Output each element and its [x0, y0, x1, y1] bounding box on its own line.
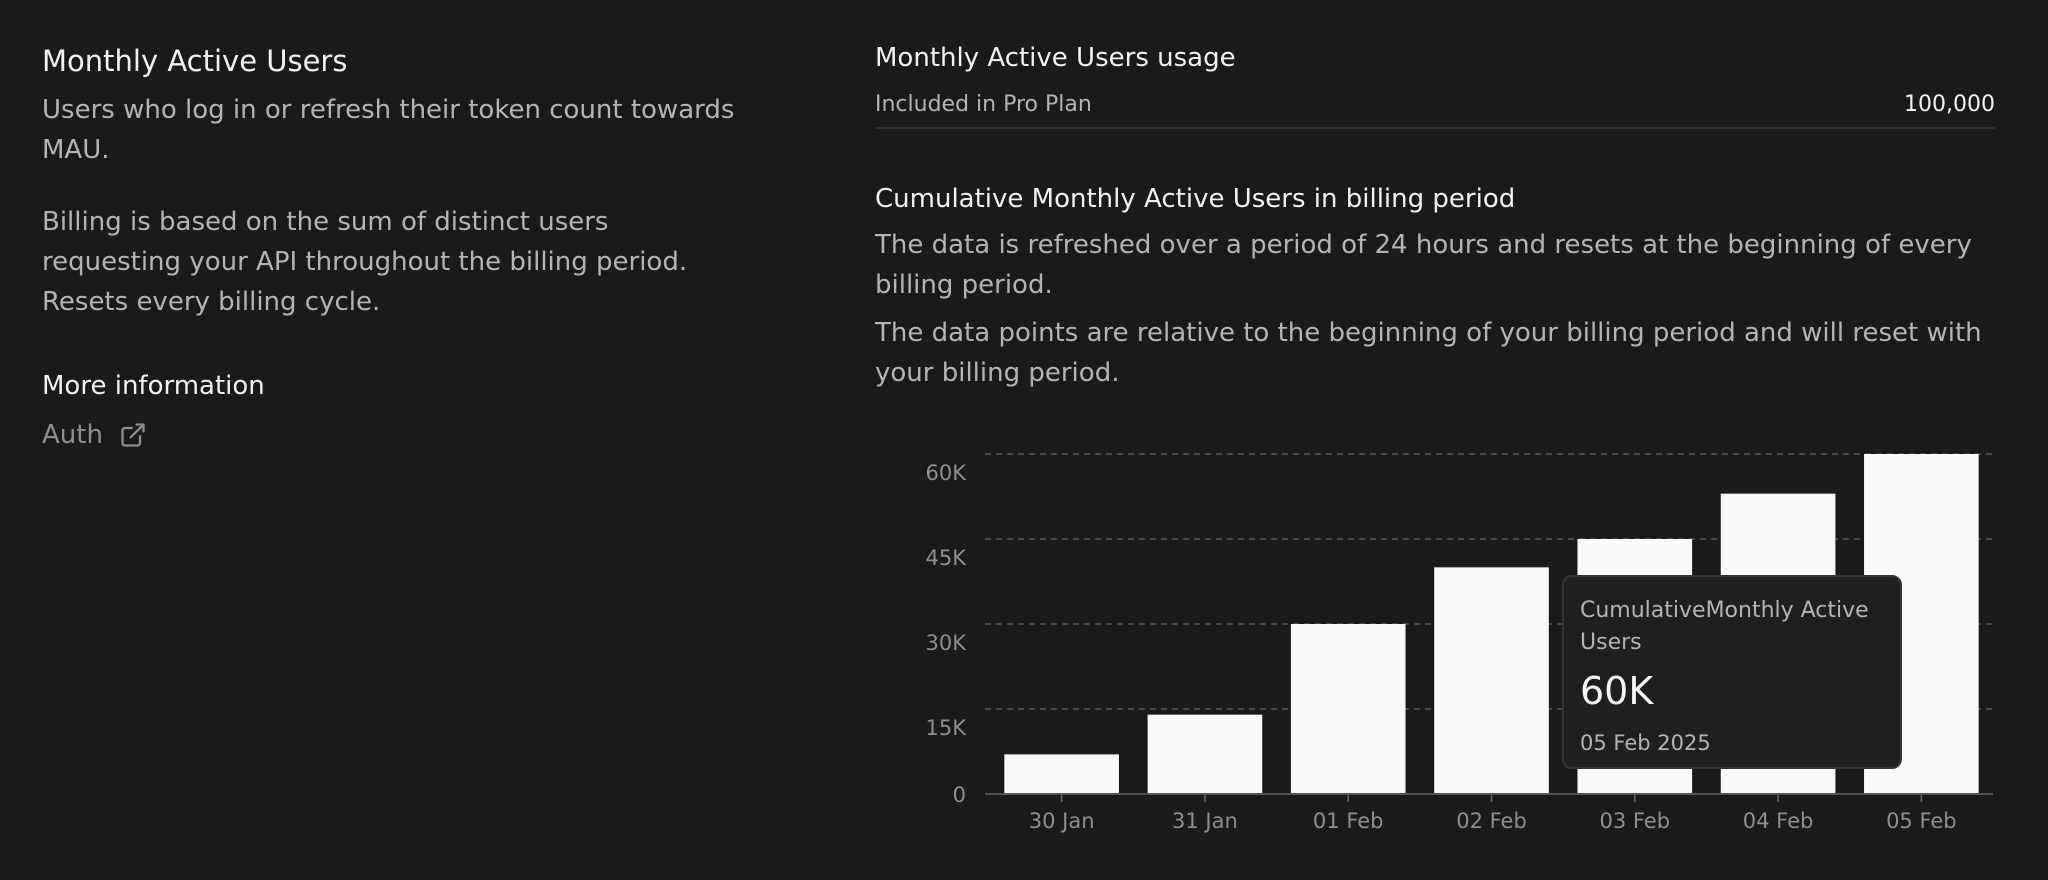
x-tick-label: 04 Feb	[1743, 809, 1814, 833]
external-link-icon	[121, 423, 145, 447]
section-title: Monthly Active Users	[42, 44, 348, 78]
x-tick-label: 02 Feb	[1456, 809, 1527, 833]
y-tick-label: 0	[953, 783, 966, 807]
y-tick-label: 60K	[926, 461, 968, 485]
x-tick-label: 31 Jan	[1172, 809, 1238, 833]
usage-title: Monthly Active Users usage	[875, 43, 1236, 73]
bar	[1147, 714, 1263, 794]
tooltip-date: 05 Feb 2025	[1580, 731, 1711, 755]
included-value: 100,000	[1904, 92, 1995, 117]
auth-docs-link[interactable]: Auth	[42, 420, 147, 450]
more-information-heading: More information	[42, 371, 265, 401]
tooltip-value: 60K	[1580, 669, 1654, 713]
bar	[1004, 754, 1119, 794]
y-tick-label: 30K	[926, 631, 968, 655]
y-tick-label: 45K	[926, 546, 968, 570]
bar	[1434, 567, 1549, 794]
billing-description: Billing is based on the sum of distinct …	[42, 207, 688, 317]
auth-link-label: Auth	[42, 420, 103, 450]
y-tick-label: 15K	[926, 716, 968, 740]
chart-description-relative: The data points are relative to the begi…	[875, 318, 1982, 388]
included-label: Included in Pro Plan	[875, 92, 1092, 117]
usage-panel: Monthly Active Users usage Included in P…	[875, 40, 1995, 393]
bar	[1290, 624, 1406, 794]
chart-tooltip: CumulativeMonthly Active Users 60K 05 Fe…	[1562, 575, 1902, 769]
x-tick-label: 05 Feb	[1886, 809, 1957, 833]
chart-description-refresh: The data is refreshed over a period of 2…	[875, 230, 1972, 300]
x-tick-label: 03 Feb	[1599, 809, 1670, 833]
mau-info-panel: Monthly Active Users Users who log in or…	[42, 40, 742, 450]
tooltip-label: CumulativeMonthly Active Users	[1580, 598, 1869, 655]
x-tick-label: 30 Jan	[1029, 809, 1095, 833]
mau-description: Users who log in or refresh their token …	[42, 95, 735, 165]
x-tick-label: 01 Feb	[1313, 809, 1384, 833]
chart-title: Cumulative Monthly Active Users in billi…	[875, 184, 1516, 214]
included-usage-row: Included in Pro Plan 100,000	[875, 92, 1995, 129]
